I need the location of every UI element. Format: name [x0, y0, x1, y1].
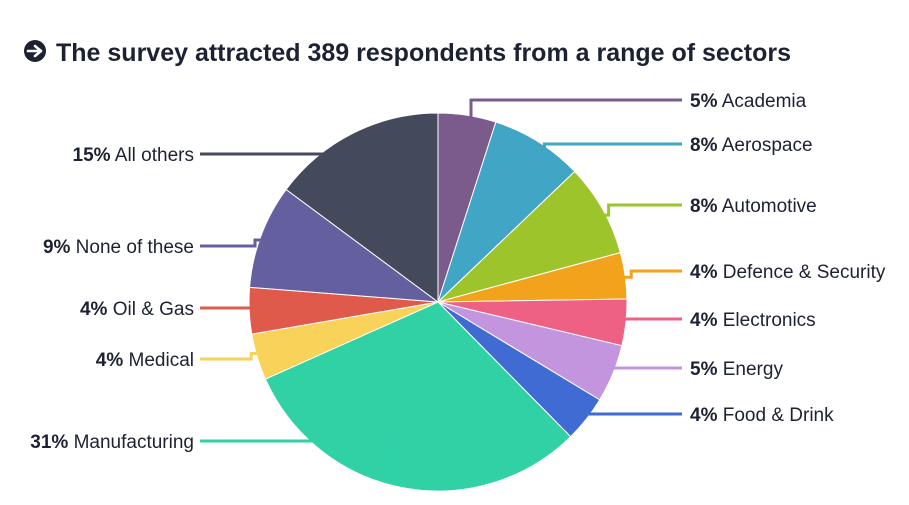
leader-line-manufacturing	[200, 439, 406, 478]
slice-name-medical: Medical	[123, 350, 194, 371]
slice-label-none-of-these: 9% None of these	[43, 237, 194, 258]
pie-slices	[248, 112, 628, 492]
slice-name-automotive: Automotive	[717, 196, 816, 217]
slice-percent-academia: 5%	[690, 91, 718, 112]
slice-percent-energy: 5%	[690, 359, 718, 380]
slice-name-oil-gas: Oil & Gas	[107, 299, 194, 320]
slice-label-oil-gas: 4% Oil & Gas	[80, 299, 194, 320]
leader-line-automotive	[592, 203, 682, 217]
leader-line-all-others	[200, 142, 359, 156]
slice-percent-all-others: 15%	[73, 145, 111, 166]
leader-line-defence-security	[613, 269, 682, 279]
slice-percent-automotive: 8%	[690, 196, 718, 217]
leader-lines	[200, 98, 682, 478]
slice-name-energy: Energy	[717, 359, 783, 380]
leader-line-academia	[465, 98, 682, 129]
pie-slice-all-others	[285, 112, 439, 303]
slice-label-all-others: 15% All others	[73, 145, 194, 166]
slice-label-electronics: 4% Electronics	[690, 310, 816, 331]
leader-line-medical	[200, 352, 269, 361]
slice-name-defence-security: Defence & Security	[717, 262, 885, 283]
slice-label-academia: 5% Academia	[690, 91, 807, 112]
slice-percent-aerospace: 8%	[690, 135, 718, 156]
slice-percent-food-drink: 4%	[690, 405, 718, 426]
slice-label-automotive: 8% Automotive	[690, 196, 817, 217]
pie-slice-aerospace	[437, 121, 576, 303]
slice-percent-defence-security: 4%	[690, 262, 718, 283]
slice-label-medical: 4% Medical	[96, 350, 194, 371]
slice-name-aerospace: Aerospace	[717, 135, 812, 156]
leader-line-none-of-these	[200, 238, 273, 248]
chart-title: The survey attracted 389 respondents fro…	[56, 39, 791, 67]
slice-percent-manufacturing: 31%	[30, 432, 68, 453]
slice-label-energy: 5% Energy	[690, 359, 783, 380]
slice-name-all-others: All others	[111, 145, 194, 166]
slice-percent-none-of-these: 9%	[43, 237, 71, 258]
slice-percent-electronics: 4%	[690, 310, 718, 331]
slice-name-none-of-these: None of these	[70, 237, 194, 258]
slice-percent-medical: 4%	[96, 350, 124, 371]
pie-slice-manufacturing	[264, 301, 572, 492]
slice-label-food-drink: 4% Food & Drink	[690, 405, 834, 426]
leader-line-aerospace	[532, 142, 682, 154]
pie-slice-automotive	[437, 170, 622, 303]
slice-percent-oil-gas: 4%	[80, 299, 108, 320]
slice-name-academia: Academia	[717, 91, 806, 112]
slice-label-manufacturing: 31% Manufacturing	[30, 432, 194, 453]
slice-label-defence-security: 4% Defence & Security	[690, 262, 886, 283]
slice-name-electronics: Electronics	[717, 310, 815, 331]
slice-label-aerospace: 8% Aerospace	[690, 135, 813, 156]
slice-name-manufacturing: Manufacturing	[68, 432, 194, 453]
title-arrow-icon	[24, 40, 46, 62]
pie-slice-none-of-these	[249, 188, 440, 303]
slice-name-food-drink: Food & Drink	[717, 405, 834, 426]
